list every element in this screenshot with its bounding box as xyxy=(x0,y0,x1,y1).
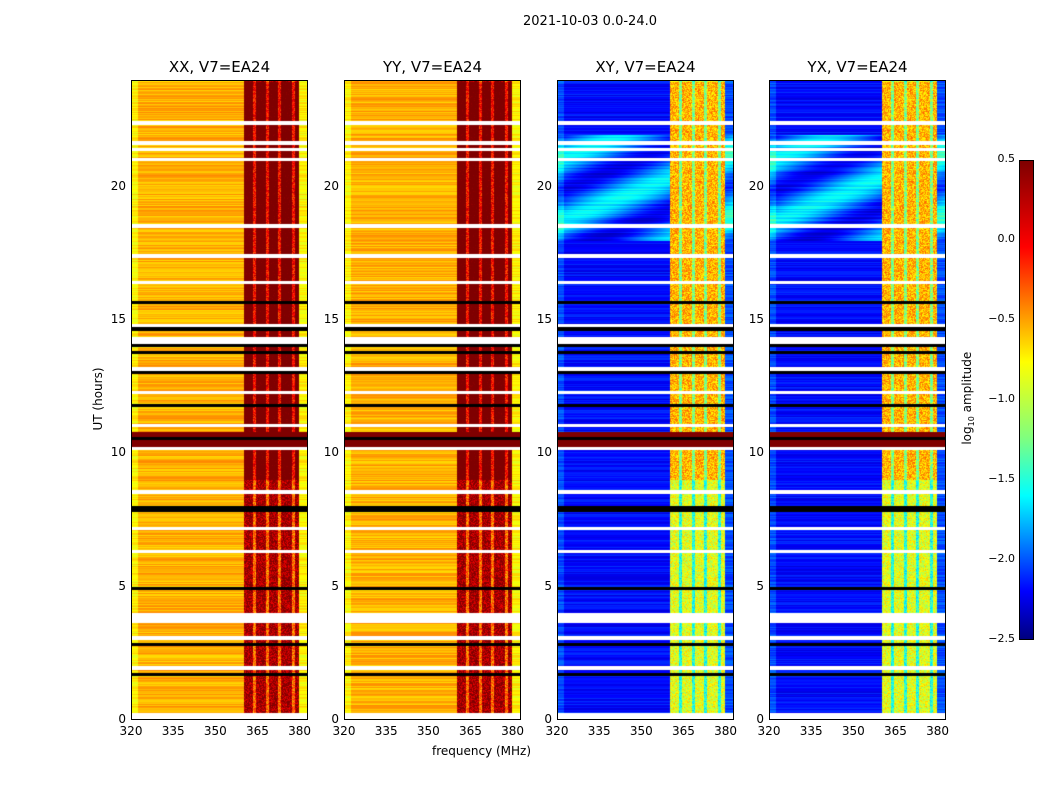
colorbar-tick-label: −1.0 xyxy=(988,392,1015,405)
x-tick-label: 350 xyxy=(203,724,227,738)
panel-title: XX, V7=EA24 xyxy=(168,58,271,76)
colorbar-tick-label: −2.0 xyxy=(988,552,1015,565)
x-tick-label: 380 xyxy=(288,724,312,738)
x-tick-label: 320 xyxy=(119,724,143,738)
y-tick-label: 0 xyxy=(544,712,552,726)
heatmap-plot-area xyxy=(557,80,734,720)
x-tick-label: 350 xyxy=(629,724,653,738)
colorbar-tick-label: −2.5 xyxy=(988,632,1015,645)
x-tick-label: 380 xyxy=(714,724,738,738)
heatmap-image xyxy=(770,81,945,719)
colorbar xyxy=(1019,160,1034,640)
x-tick-label: 380 xyxy=(926,724,950,738)
figure-suptitle: 2021-10-03 0.0-24.0 xyxy=(523,14,657,29)
heatmap-plot-area xyxy=(131,80,308,720)
colorbar-label: log10 amplitude xyxy=(959,351,977,445)
y-tick-label: 0 xyxy=(331,712,339,726)
y-tick-label: 15 xyxy=(536,312,552,326)
x-tick-label: 335 xyxy=(587,724,611,738)
y-tick-label: 5 xyxy=(331,578,339,593)
x-tick-label: 365 xyxy=(458,724,482,738)
y-axis-label: UT (hours) xyxy=(91,367,105,431)
y-tick-label: 10 xyxy=(323,445,339,460)
heatmap-panel: XX, V7=EA24 0 5 10 15 20 320 335 350 365 380 xyxy=(111,58,311,738)
heatmap-panel: YY, V7=EA24 0 5 10 15 20 320 335 350 365 380 xyxy=(324,58,524,738)
heatmap-image xyxy=(558,81,733,719)
heatmap-plot-area xyxy=(769,80,946,720)
y-tick-label: 10 xyxy=(748,445,764,460)
x-tick-label: 380 xyxy=(501,724,525,738)
y-tick-label: 10 xyxy=(536,445,552,460)
x-tick-label: 350 xyxy=(416,724,440,738)
x-tick-label: 320 xyxy=(757,724,781,738)
heatmap-plot-area xyxy=(344,80,521,720)
panel-title: YX, V7=EA24 xyxy=(807,58,908,76)
y-tick-label: 20 xyxy=(536,178,552,193)
x-tick-label: 365 xyxy=(671,724,695,738)
y-tick-label: 20 xyxy=(323,178,339,193)
x-axis-label: frequency (MHz) xyxy=(432,744,532,758)
x-tick-label: 335 xyxy=(374,724,398,738)
y-tick-label: 20 xyxy=(110,178,126,193)
y-tick-label: 5 xyxy=(118,578,126,593)
y-tick-label: 5 xyxy=(756,578,764,593)
colorbar-tick-label: 0.5 xyxy=(997,152,1016,165)
y-tick-label: 5 xyxy=(544,578,552,593)
colorbar-tick-label: 0.0 xyxy=(997,232,1016,245)
y-tick-label: 15 xyxy=(323,312,339,326)
x-tick-label: 335 xyxy=(161,724,185,738)
colorbar-tick-label: −0.5 xyxy=(988,312,1015,325)
heatmap-panel: YX, V7=EA24 0 5 10 15 20 320 335 350 365 380 xyxy=(749,58,949,738)
x-tick-label: 365 xyxy=(245,724,269,738)
y-tick-label: 15 xyxy=(110,312,126,326)
x-tick-label: 365 xyxy=(883,724,907,738)
heatmap-image xyxy=(132,81,307,719)
y-tick-label: 0 xyxy=(118,712,126,726)
panel-title: XY, V7=EA24 xyxy=(595,58,696,76)
x-tick-label: 320 xyxy=(332,724,356,738)
x-tick-label: 320 xyxy=(545,724,569,738)
x-tick-label: 350 xyxy=(841,724,865,738)
x-tick-label: 335 xyxy=(799,724,823,738)
colorbar-tick-label: −1.5 xyxy=(988,472,1015,485)
y-tick-label: 15 xyxy=(748,312,764,326)
y-tick-label: 10 xyxy=(110,445,126,460)
y-tick-label: 20 xyxy=(748,178,764,193)
heatmap-panel: XY, V7=EA24 0 5 10 15 20 320 335 350 365 380 xyxy=(537,58,737,738)
panel-title: YY, V7=EA24 xyxy=(382,58,483,76)
y-tick-label: 0 xyxy=(756,712,764,726)
heatmap-image xyxy=(345,81,520,719)
